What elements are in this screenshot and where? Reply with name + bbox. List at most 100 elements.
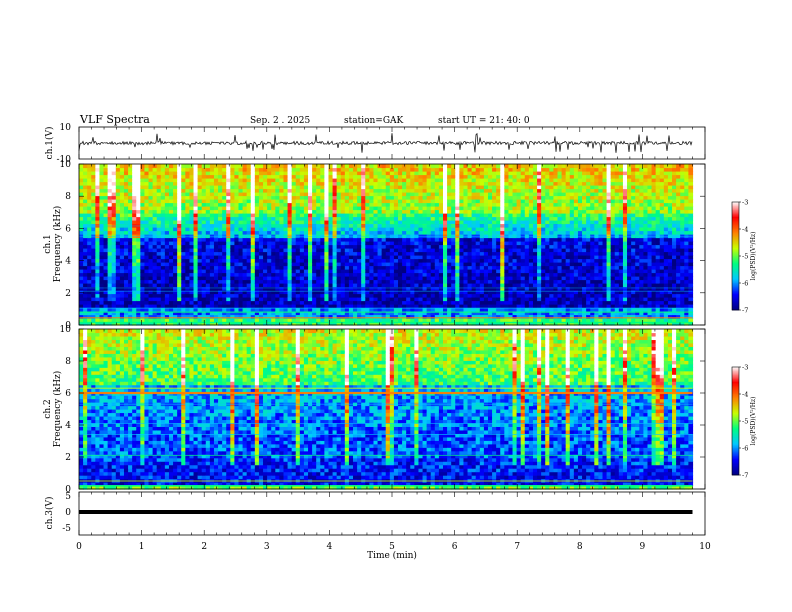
spectrogram-cell: [156, 297, 162, 302]
spectrogram-cell: [426, 307, 432, 312]
spectrogram-cell: [463, 237, 469, 242]
spectrogram-cell: [275, 262, 280, 267]
spectrogram-cell: [234, 283, 240, 288]
spectrogram-cell: [336, 279, 342, 284]
spectrogram-cell: [254, 164, 260, 169]
spectrogram-cell: [250, 227, 256, 232]
spectrogram-cell: [132, 230, 137, 235]
spectrogram-cell: [402, 269, 407, 274]
spectrogram-cell: [344, 230, 350, 235]
spectrogram-cell: [430, 297, 436, 302]
spectrogram-cell: [173, 185, 178, 190]
spectrogram-cell: [340, 279, 346, 284]
spectrogram-cell: [246, 202, 252, 207]
spectrogram-cell: [303, 314, 309, 319]
spectrogram-cell: [328, 220, 334, 225]
spectrogram-cell: [496, 206, 501, 211]
spectrogram-cell: [222, 174, 227, 179]
spectrogram-cell: [434, 290, 440, 295]
spectrogram-cell: [209, 255, 215, 260]
spectrogram-cell: [271, 216, 276, 221]
spectrogram-cell: [422, 227, 428, 232]
spectrogram-cell: [144, 318, 150, 323]
spectrogram-cell: [344, 269, 350, 274]
spectrogram-cell: [213, 279, 219, 284]
spectrogram-cell: [332, 171, 338, 176]
spectrogram-cell: [303, 167, 309, 172]
spectrogram-cell: [496, 220, 501, 225]
spectrogram-cell: [344, 192, 350, 197]
spectrogram-cell: [438, 202, 444, 207]
spectrogram-cell: [402, 279, 407, 284]
spectrogram-cell: [218, 192, 223, 197]
spectrogram-cell: [287, 227, 293, 232]
spectrogram-cell: [369, 167, 375, 172]
spectrogram-cell: [283, 318, 289, 323]
spectrogram-cell: [508, 286, 514, 291]
spectrogram-cell: [213, 255, 219, 260]
spectrogram-cell: [103, 244, 109, 249]
spectrogram-cell: [344, 195, 350, 200]
spectrogram-cell: [430, 265, 436, 270]
spectrogram-cell: [369, 227, 375, 232]
spectrogram-cell: [209, 279, 215, 284]
spectrogram-cell: [410, 262, 415, 267]
spectrogram-cell: [91, 248, 96, 253]
spectrogram-cell: [83, 185, 88, 190]
spectrogram-cell: [447, 188, 452, 193]
spectrogram-cell: [177, 300, 182, 305]
spectrogram-cell: [160, 171, 166, 176]
spectrogram-cell: [357, 192, 362, 197]
spectrogram-cell: [177, 293, 182, 298]
spectrogram-cell: [512, 321, 518, 326]
spectrogram-cell: [111, 248, 117, 253]
spectrogram-cell: [197, 220, 203, 225]
spectrogram-cell: [123, 213, 129, 218]
spectrogram-cell: [181, 195, 186, 200]
spectrogram-cell: [205, 227, 211, 232]
spectrogram-cell: [418, 164, 424, 169]
spectrogram-cell: [156, 318, 162, 323]
spectrogram-cell: [438, 209, 444, 214]
spectrogram-cell: [373, 164, 379, 169]
spectrogram-cell: [381, 293, 387, 298]
spectrogram-cell: [393, 213, 399, 218]
spectrogram-cell: [422, 209, 428, 214]
spectrogram-cell: [348, 241, 354, 246]
spectrogram-cell: [107, 311, 113, 316]
spectrogram-cell: [434, 195, 440, 200]
spectrogram-cell: [418, 195, 424, 200]
spectrogram-cell: [279, 307, 285, 312]
spectrogram-cell: [308, 318, 313, 323]
spectrogram-cell: [487, 202, 493, 207]
spectrogram-cell: [332, 244, 338, 249]
spectrogram-cell: [291, 297, 297, 302]
spectrogram-cell: [365, 248, 370, 253]
spectrogram-cell: [467, 262, 473, 267]
spectrogram-cell: [475, 297, 481, 302]
spectrogram-cell: [303, 171, 309, 176]
spectrogram-cell: [103, 272, 109, 277]
spectrogram-cell: [242, 188, 248, 193]
spectrogram-cell: [144, 314, 150, 319]
spectrogram-cell: [119, 195, 125, 200]
spectrogram-cell: [410, 230, 415, 235]
spectrogram-cell: [140, 283, 146, 288]
spectrogram-cell: [119, 237, 125, 242]
spectrogram-cell: [213, 188, 219, 193]
spectrogram-cell: [459, 185, 465, 190]
spectrogram-cell: [324, 304, 330, 309]
spectrogram-cell: [128, 276, 133, 281]
spectrogram-cell: [164, 234, 170, 239]
spectrogram-cell: [283, 234, 289, 239]
spectrogram-cell: [463, 223, 469, 228]
spectrogram-cell: [193, 286, 199, 291]
spectrogram-cell: [430, 276, 436, 281]
spectrogram-cell: [475, 167, 481, 172]
spectrogram-cell: [328, 314, 334, 319]
spectrogram-cell: [308, 276, 313, 281]
spectrogram-cell: [218, 216, 223, 221]
spectrogram-cell: [115, 216, 121, 221]
spectrogram-cell: [365, 188, 370, 193]
spectrogram-cell: [79, 255, 84, 260]
